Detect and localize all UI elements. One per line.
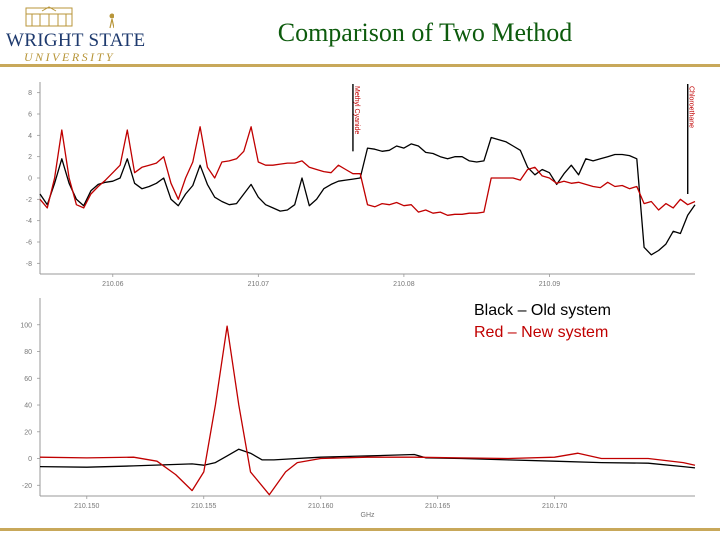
series-line-black xyxy=(39,136,696,256)
chart-bottom: 100 80 60 40 20 0 -20 210.150 210.155 210.160 210.… xyxy=(20,298,696,519)
y-tick-label: 80 xyxy=(24,349,32,356)
y-tick-label: -6 xyxy=(26,240,32,247)
y-tick-label: -8 xyxy=(26,261,32,268)
x-tick-label: 210.155 xyxy=(191,503,216,510)
y-tick-label: -2 xyxy=(26,197,32,204)
y-tick-label: 0 xyxy=(28,456,32,463)
building-emblem-icon xyxy=(25,6,115,29)
chart-top: 86420-2-4-6-8210.06210.07210.08210.09GHz… xyxy=(26,82,696,288)
y-tick-label: 8 xyxy=(28,90,32,97)
x-tick-label: 210.165 xyxy=(425,503,450,510)
x-tick-label: 210.170 xyxy=(542,503,567,510)
y-tick-label: 4 xyxy=(28,133,32,140)
series-line-black xyxy=(39,448,696,469)
university-logo: WRIGHT STATE UNIVERSITY xyxy=(4,4,145,64)
y-tick-label: 6 xyxy=(28,112,32,119)
footer-divider xyxy=(0,528,720,531)
y-tick-label: -4 xyxy=(26,218,32,225)
x-tick-label: 210.09 xyxy=(539,281,561,288)
series-line-red xyxy=(39,325,696,496)
x-tick-label: 210.07 xyxy=(248,281,270,288)
slide-title: Comparison of Two Method xyxy=(277,18,573,47)
x-tick-label: 210.06 xyxy=(102,281,124,288)
legend-new-system: Red – New system xyxy=(474,324,609,341)
y-tick-label: 100 xyxy=(20,322,32,329)
logo-line-2: UNIVERSITY xyxy=(24,50,115,64)
legend: Black – Old system Red – New system xyxy=(474,300,611,344)
y-tick-label: 60 xyxy=(24,376,32,383)
annotation-label: Methyl Cyanide xyxy=(353,86,360,134)
y-tick-label: 20 xyxy=(24,429,32,436)
header-divider xyxy=(0,64,720,67)
y-tick-label: 40 xyxy=(24,403,32,410)
series-line-red xyxy=(39,126,696,216)
y-tick-label: -20 xyxy=(22,483,32,490)
annotation-label: Chloroethane xyxy=(688,86,695,128)
logo-line-1: WRIGHT STATE xyxy=(6,30,146,51)
x-axis-label: GHz xyxy=(361,512,376,519)
x-tick-label: 210.150 xyxy=(74,503,99,510)
y-tick-label: 0 xyxy=(28,176,32,183)
y-tick-label: 2 xyxy=(28,154,32,161)
x-tick-label: 210.160 xyxy=(308,503,333,510)
legend-old-system: Black – Old system xyxy=(474,302,611,319)
x-tick-label: 210.08 xyxy=(393,281,415,288)
